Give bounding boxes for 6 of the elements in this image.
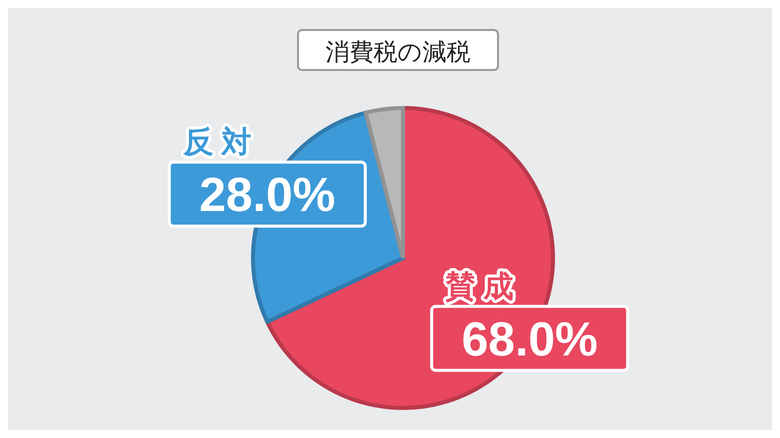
chart-title: 消費税の減税 [326, 38, 470, 66]
pie-slice [364, 106, 405, 260]
slice-label: 反対 [182, 125, 260, 160]
data-label: 68.0% [462, 313, 598, 366]
slice-label: 賛成 [444, 269, 522, 304]
data-label: 28.0% [199, 169, 336, 222]
